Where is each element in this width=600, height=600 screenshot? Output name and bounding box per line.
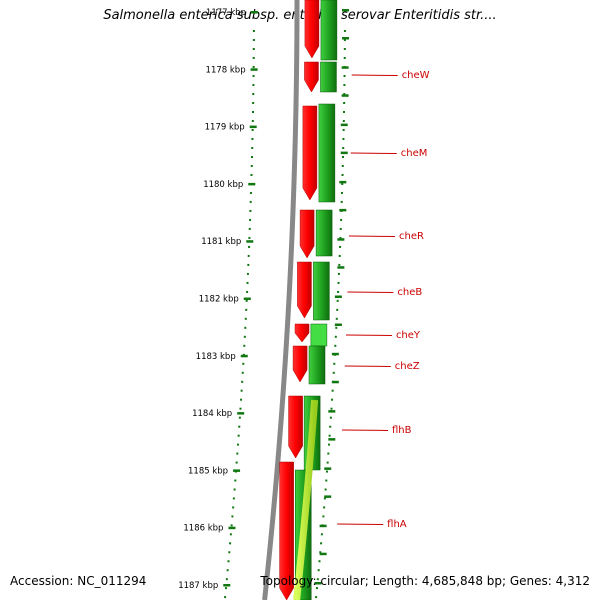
scale-tick-label: 1187 kbp	[178, 581, 218, 591]
scale-tick-right	[341, 9, 349, 12]
scale-tick-right	[341, 66, 349, 69]
red-feature-arrow[interactable]	[294, 323, 310, 343]
scale-tick-right	[339, 180, 347, 184]
scale-tick-label: 1180 kbp	[203, 180, 243, 190]
green-feature-block[interactable]	[310, 323, 328, 347]
gene-label-cheM[interactable]: cheM	[401, 148, 428, 159]
genome-summary: Topology: circular; Length: 4,685,848 bp…	[260, 574, 590, 588]
scale-tick-left	[248, 182, 256, 186]
gene-leader-line	[347, 291, 394, 293]
scale-tick-label: 1182 kbp	[199, 295, 239, 305]
scale-tick-right	[337, 266, 345, 269]
gene-label-flhB[interactable]: flhB	[392, 425, 412, 436]
scale-tick-right	[340, 123, 348, 127]
green-feature-block[interactable]	[320, 61, 337, 93]
left-dotted-track	[223, 29, 255, 600]
scale-tick-right	[337, 238, 345, 241]
red-feature-arrow[interactable]	[302, 105, 318, 201]
gene-leader-line	[337, 523, 384, 525]
genome-title: Salmonella enterica subsp. enterica sero…	[103, 8, 497, 23]
scale-tick-left	[249, 125, 257, 129]
green-feature-block[interactable]	[308, 345, 326, 385]
accession-label: Accession: NC_011294	[10, 574, 147, 588]
red-feature-arrow[interactable]	[279, 461, 294, 600]
scale-tick-left	[250, 68, 258, 71]
scale-tick-right	[328, 438, 336, 441]
scale-tick-right	[314, 582, 322, 585]
red-feature-arrow[interactable]	[299, 209, 315, 259]
scale-tick-right	[334, 323, 342, 326]
scale-tick-left	[243, 297, 251, 300]
scale-tick-label: 1179 kbp	[205, 123, 245, 133]
gene-label-cheY[interactable]: cheY	[396, 330, 421, 341]
scale-tick-right	[324, 495, 332, 498]
gene-leader-line	[345, 334, 392, 336]
gene-label-cheB[interactable]: cheB	[397, 287, 422, 298]
scale-tick-label: 1181 kbp	[201, 237, 241, 247]
scale-tick-right	[334, 295, 342, 298]
backbone-arc	[262, 0, 300, 600]
gene-leader-line	[350, 152, 397, 154]
gene-label-cheZ[interactable]: cheZ	[395, 361, 420, 372]
scale-tick-label: 1184 kbp	[192, 409, 232, 419]
scale-tick-left	[233, 469, 241, 472]
scale-tick-label: 1177 kbp	[206, 8, 246, 18]
green-feature-block[interactable]	[313, 261, 330, 321]
red-feature-arrow[interactable]	[288, 395, 303, 459]
gene-leader-line	[348, 235, 395, 237]
gene-leader-line	[342, 429, 389, 431]
scale-tick-right	[341, 94, 349, 97]
scale-tick-left	[223, 584, 231, 587]
scale-tick-right	[319, 552, 327, 556]
scale-tick-left	[237, 412, 245, 415]
lime-feature-block[interactable]	[293, 399, 319, 600]
gene-leader-line	[351, 74, 398, 76]
scale-tick-right	[341, 37, 349, 40]
scale-tick-right	[328, 410, 336, 413]
red-feature-arrow[interactable]	[297, 261, 312, 319]
scale-tick-left	[228, 526, 236, 530]
scale-tick-right	[339, 208, 347, 212]
gene-leader-line	[344, 365, 391, 367]
scale-tick-left	[250, 11, 258, 14]
gene-label-flhA[interactable]: flhA	[387, 519, 407, 530]
scale-tick-right	[331, 380, 339, 384]
scale-tick-right	[331, 352, 339, 356]
scale-tick-right	[319, 524, 327, 528]
gene-label-cheR[interactable]: cheR	[399, 231, 424, 242]
green-feature-block[interactable]	[315, 209, 333, 257]
red-feature-arrow[interactable]	[304, 0, 320, 59]
scale-tick-left	[246, 240, 254, 243]
red-feature-arrow[interactable]	[292, 345, 308, 383]
scale-tick-left	[240, 354, 248, 358]
scale-tick-label: 1183 kbp	[196, 352, 236, 362]
scale-tick-right	[324, 467, 332, 470]
scale-tick-right	[340, 151, 348, 155]
gene-label-cheW[interactable]: cheW	[402, 70, 430, 81]
green-feature-block[interactable]	[320, 0, 338, 61]
scale-tick-label: 1185 kbp	[188, 466, 228, 476]
scale-tick-label: 1178 kbp	[206, 65, 246, 75]
red-feature-arrow[interactable]	[304, 61, 319, 93]
green-feature-block[interactable]	[318, 103, 336, 203]
scale-tick-label: 1186 kbp	[183, 524, 223, 534]
